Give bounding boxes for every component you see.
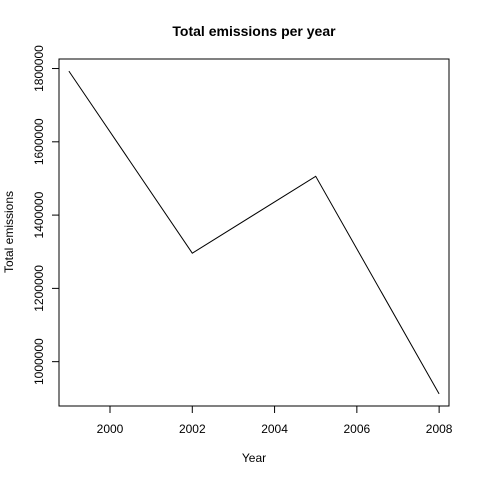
y-tick-label: 1200000 [32,265,46,312]
y-axis-title: Total emissions [2,191,16,273]
y-tick-label: 1000000 [32,338,46,385]
y-tick-label: 1800000 [32,45,46,92]
y-tick-label: 1600000 [32,118,46,165]
x-tick-label: 2000 [97,422,124,436]
x-tick-label: 2004 [261,422,288,436]
x-tick-label: 2006 [343,422,370,436]
y-tick-label: 1400000 [32,191,46,238]
x-tick-label: 2008 [426,422,453,436]
x-axis-title: Year [242,451,266,465]
x-tick-label: 2002 [179,422,206,436]
chart-title: Total emissions per year [172,23,336,39]
